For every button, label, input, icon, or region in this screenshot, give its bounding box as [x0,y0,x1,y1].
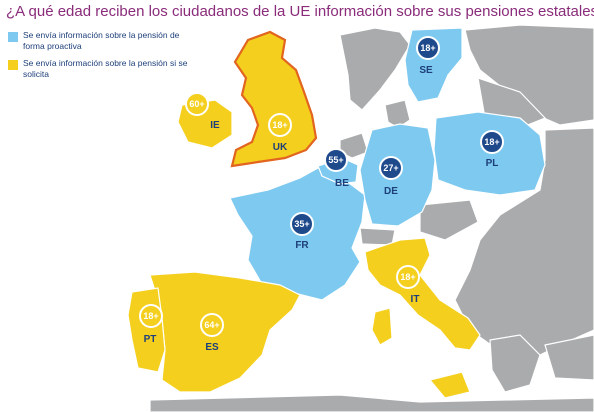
label-pt: PT [144,334,157,345]
label-pl: PL [486,158,499,169]
badge-se: 18+ SE [416,36,440,76]
badge-ie-age: 60+ [189,99,204,109]
legend-item-on-request: Se envía información sobre la pensión si… [8,58,198,80]
badge-de: 27+ DE [379,156,403,197]
badge-de-age: 27+ [383,163,398,173]
badge-pl-age: 18+ [484,137,499,147]
badge-be-age: 55+ [328,155,343,165]
country-it [364,237,481,351]
badge-fr-age: 35+ [294,219,309,229]
badge-fr: 35+ FR [290,212,314,251]
badge-pt: 18+ PT [139,304,163,345]
label-es: ES [205,342,219,353]
map-title: ¿A qué edad reciben los ciudadanos de la… [6,3,594,20]
label-se: SE [419,65,433,76]
badge-uk: 18+ UK [268,113,292,153]
badge-pl: 18+ PL [480,130,504,169]
badge-ie: 60+ IE [185,92,220,131]
legend-swatch-on-request [8,60,18,70]
legend-label-proactive: Se envía información sobre la pensión de… [23,30,180,51]
label-it: IT [411,294,420,305]
legend: Se envía información sobre la pensión de… [8,30,198,86]
badge-it-age: 18+ [400,272,415,282]
label-fr: FR [295,240,309,251]
label-be: BE [335,178,349,189]
badge-es-age: 64+ [204,320,219,330]
badge-pt-age: 18+ [143,311,158,321]
legend-label-on-request: Se envía información sobre la pensión si… [23,58,188,79]
country-pt [127,287,166,373]
label-ie: IE [210,120,220,131]
badge-be: 55+ BE [324,148,349,189]
badge-se-age: 18+ [420,43,435,53]
island-sicily [428,371,471,399]
badge-es: 64+ ES [200,313,224,353]
island-sardinia [371,307,393,346]
country-uk [230,30,318,168]
country-es [149,271,301,393]
label-uk: UK [273,142,288,153]
badge-it: 18+ IT [396,265,420,305]
badge-uk-age: 18+ [272,120,287,130]
label-de: DE [384,186,398,197]
legend-swatch-proactive [8,32,18,42]
legend-item-proactive: Se envía información sobre la pensión de… [8,30,198,52]
